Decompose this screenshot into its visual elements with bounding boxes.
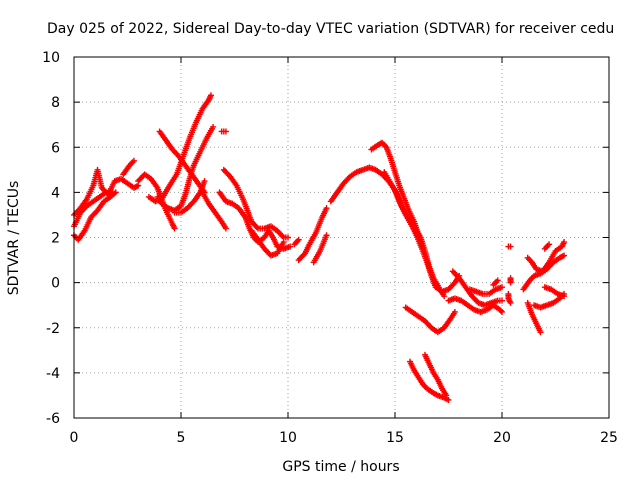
- plus-marker: [323, 232, 330, 239]
- y-tick-label: -4: [46, 366, 60, 382]
- series-track-ai: [541, 241, 553, 252]
- plus-marker: [443, 392, 450, 399]
- series-track-ab: [505, 243, 514, 250]
- plus-marker: [295, 236, 302, 243]
- plus-marker: [499, 284, 505, 291]
- series-track-aj: [541, 284, 568, 300]
- series-track-c: [71, 189, 119, 243]
- x-tick-label: 10: [279, 430, 297, 446]
- plus-marker: [546, 241, 553, 248]
- plus-marker: [537, 329, 544, 336]
- plus-marker: [222, 225, 229, 232]
- plus-marker: [451, 308, 458, 315]
- chart-title: Day 025 of 2022, Sidereal Day-to-day VTE…: [47, 21, 614, 37]
- grid: [74, 57, 609, 418]
- series-track-d: [120, 157, 137, 178]
- y-tick-label: 10: [42, 50, 60, 66]
- plus-marker: [441, 293, 448, 300]
- x-axis-label: GPS time / hours: [282, 459, 399, 475]
- plus-marker: [445, 396, 452, 403]
- x-tick-label: 15: [386, 430, 404, 446]
- series-track-p: [291, 236, 302, 248]
- series-track-ah: [531, 290, 568, 311]
- series-track-m: [248, 227, 287, 259]
- series-track-af: [524, 239, 568, 275]
- x-tick-labels: 0 5 10 15 20 25: [70, 430, 618, 446]
- series-track-n: [218, 128, 229, 135]
- y-tick-label: -2: [46, 321, 60, 337]
- series-track-q: [310, 232, 330, 266]
- series-track-j: [199, 189, 229, 232]
- x-tick-label: 5: [177, 430, 186, 446]
- plus-marker: [507, 299, 514, 306]
- plus-marker: [287, 243, 294, 250]
- series-track-aa: [490, 277, 501, 288]
- y-tick-label: 8: [51, 95, 60, 111]
- plus-marker: [507, 243, 514, 250]
- y-tick-labels: -6 -4 -2 0 2 4 6 8 10: [42, 50, 60, 427]
- plus-marker: [280, 239, 287, 246]
- y-tick-label: -6: [46, 411, 60, 427]
- series-track-h: [156, 128, 208, 196]
- plus-marker: [171, 225, 178, 232]
- series-track-ag: [524, 299, 544, 336]
- data-marks: [71, 92, 568, 403]
- y-tick-label: 0: [51, 276, 60, 292]
- plus-marker: [222, 128, 229, 135]
- series-track-x: [449, 268, 505, 309]
- plus-marker: [561, 293, 568, 300]
- plus-marker: [112, 189, 119, 196]
- x-tick-label: 25: [600, 430, 618, 446]
- series-track-z: [466, 284, 505, 297]
- plus-marker: [210, 123, 217, 130]
- plus-marker: [497, 307, 504, 314]
- x-tick-label: 0: [70, 430, 79, 446]
- plus-marker: [499, 297, 505, 304]
- series-track-l: [220, 166, 291, 241]
- plus-marker: [130, 157, 137, 164]
- plus-marker: [207, 92, 214, 99]
- plus-marker: [285, 234, 291, 241]
- x-tick-label: 20: [493, 430, 511, 446]
- series-track-v: [406, 358, 452, 403]
- series-track-ad: [507, 275, 514, 286]
- y-axis-label: SDTVAR / TECUs: [6, 181, 22, 296]
- series-track-ac: [505, 290, 514, 306]
- y-tick-label: 4: [51, 185, 60, 201]
- series-track-b: [71, 189, 116, 230]
- plus-marker: [561, 239, 568, 246]
- plus-marker: [561, 252, 568, 259]
- series-track-u: [402, 304, 458, 336]
- plus-marker: [499, 308, 505, 315]
- y-tick-label: 6: [51, 140, 60, 156]
- plus-marker: [201, 178, 208, 185]
- axis-ticks: [73, 56, 610, 419]
- plus-marker: [507, 279, 514, 286]
- series-track-w: [421, 351, 450, 399]
- y-tick-label: 2: [51, 231, 60, 247]
- series-track-o: [295, 205, 330, 264]
- series-track-y: [445, 295, 505, 315]
- series-track-a: [71, 166, 142, 218]
- plus-marker: [494, 277, 501, 284]
- series-track-t: [381, 169, 448, 300]
- plus-marker: [323, 205, 330, 212]
